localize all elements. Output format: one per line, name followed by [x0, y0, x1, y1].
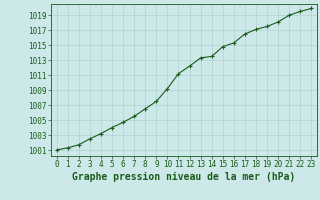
- X-axis label: Graphe pression niveau de la mer (hPa): Graphe pression niveau de la mer (hPa): [72, 172, 296, 182]
